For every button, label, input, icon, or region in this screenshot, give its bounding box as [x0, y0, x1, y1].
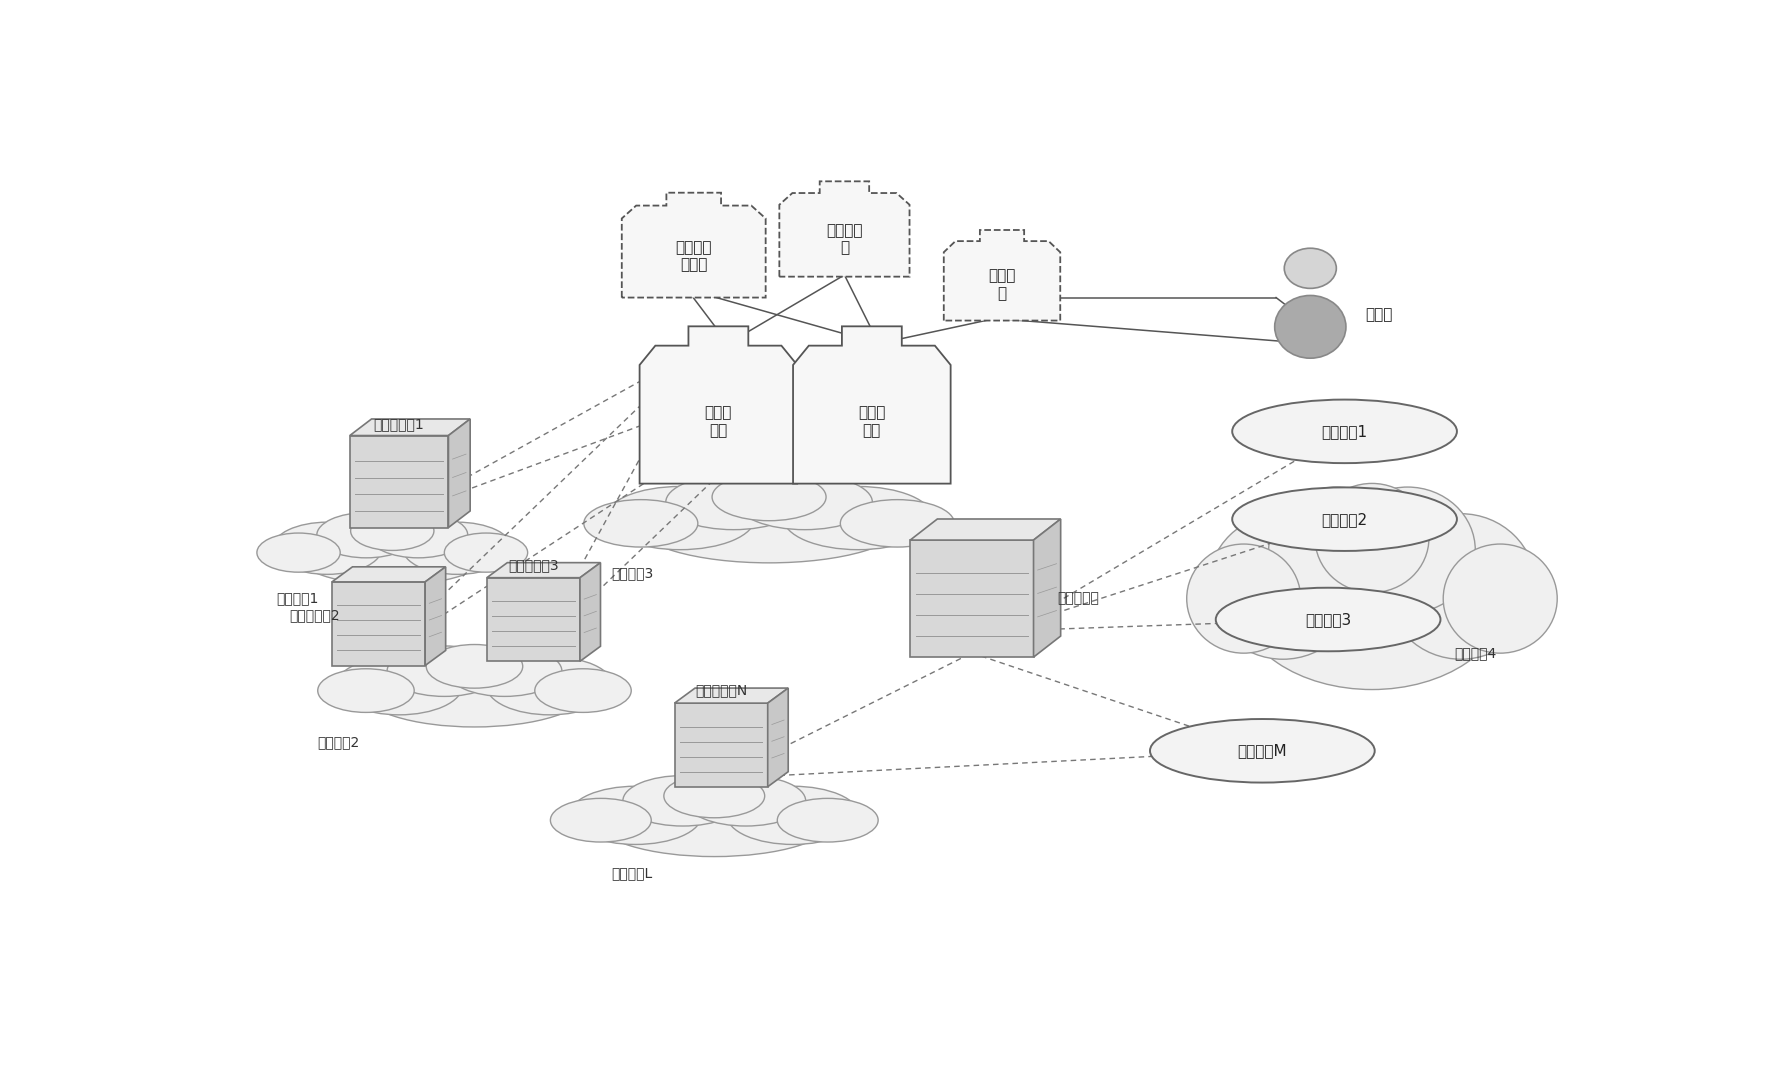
- Text: 云服务节点2: 云服务节点2: [290, 608, 339, 622]
- Polygon shape: [675, 689, 789, 703]
- Ellipse shape: [1315, 483, 1429, 593]
- Text: 监控结
果: 监控结 果: [988, 268, 1015, 301]
- Ellipse shape: [1275, 295, 1345, 358]
- Text: 云服务节点N: 云服务节点N: [695, 683, 748, 697]
- Ellipse shape: [778, 798, 879, 842]
- Ellipse shape: [550, 798, 651, 842]
- Text: 云提供商L: 云提供商L: [612, 866, 652, 880]
- Ellipse shape: [316, 513, 415, 558]
- Polygon shape: [794, 326, 951, 483]
- Ellipse shape: [596, 784, 833, 857]
- Ellipse shape: [569, 786, 702, 845]
- Text: 云提供商2: 云提供商2: [316, 735, 359, 749]
- Ellipse shape: [350, 512, 433, 551]
- Text: 云管理节点: 云管理节点: [1057, 592, 1098, 606]
- Ellipse shape: [667, 475, 801, 530]
- Text: 云提供商4: 云提供商4: [1455, 646, 1496, 660]
- Text: 云提供商1: 云提供商1: [276, 592, 318, 606]
- Text: 监控任务
表: 监控任务 表: [826, 223, 863, 255]
- Ellipse shape: [727, 786, 859, 845]
- FancyBboxPatch shape: [675, 703, 767, 786]
- Polygon shape: [911, 519, 1061, 540]
- Text: 云提供商3: 云提供商3: [612, 567, 654, 581]
- Ellipse shape: [1386, 514, 1536, 659]
- Ellipse shape: [486, 657, 613, 715]
- Ellipse shape: [256, 533, 339, 572]
- Polygon shape: [580, 563, 601, 661]
- Polygon shape: [767, 689, 789, 786]
- FancyBboxPatch shape: [486, 578, 580, 661]
- Polygon shape: [486, 563, 601, 578]
- FancyBboxPatch shape: [332, 582, 424, 666]
- Text: 监测节点2: 监测节点2: [1321, 512, 1368, 527]
- Polygon shape: [1034, 519, 1061, 657]
- Ellipse shape: [1149, 719, 1376, 783]
- Polygon shape: [332, 567, 446, 582]
- Ellipse shape: [403, 522, 513, 574]
- Ellipse shape: [426, 644, 523, 689]
- Ellipse shape: [444, 533, 527, 572]
- Text: 监测节点1: 监测节点1: [1321, 424, 1368, 439]
- Ellipse shape: [1443, 544, 1558, 653]
- Text: 监测节点3: 监测节点3: [1305, 613, 1351, 627]
- Ellipse shape: [622, 775, 743, 826]
- Ellipse shape: [534, 669, 631, 712]
- Ellipse shape: [663, 774, 766, 818]
- Ellipse shape: [1340, 487, 1475, 614]
- Ellipse shape: [635, 484, 903, 563]
- Ellipse shape: [1208, 514, 1358, 659]
- Ellipse shape: [1269, 487, 1404, 614]
- Polygon shape: [780, 181, 909, 277]
- Ellipse shape: [840, 500, 955, 547]
- Text: 从监控
节点: 从监控 节点: [705, 405, 732, 438]
- Ellipse shape: [318, 669, 414, 712]
- Ellipse shape: [1232, 488, 1457, 551]
- Ellipse shape: [1216, 588, 1441, 652]
- Text: 主监控
节点: 主监控 节点: [857, 405, 886, 438]
- FancyBboxPatch shape: [350, 435, 449, 528]
- Ellipse shape: [1238, 507, 1506, 690]
- Ellipse shape: [272, 522, 382, 574]
- Text: 云服务节点3: 云服务节点3: [507, 558, 559, 572]
- Ellipse shape: [361, 654, 587, 727]
- Ellipse shape: [713, 473, 826, 520]
- Polygon shape: [350, 419, 470, 435]
- Ellipse shape: [783, 487, 934, 550]
- Ellipse shape: [605, 487, 755, 550]
- Text: 监测节点M: 监测节点M: [1238, 743, 1287, 758]
- Ellipse shape: [447, 646, 562, 696]
- Polygon shape: [622, 192, 766, 298]
- Polygon shape: [944, 230, 1061, 320]
- Ellipse shape: [686, 775, 806, 826]
- Ellipse shape: [737, 475, 872, 530]
- Text: 云服务节点1: 云服务节点1: [373, 417, 424, 431]
- Polygon shape: [640, 326, 797, 483]
- Text: 管理员: 管理员: [1365, 306, 1393, 321]
- Text: 监测节点
状态表: 监测节点 状态表: [675, 240, 713, 273]
- Ellipse shape: [336, 657, 463, 715]
- Ellipse shape: [295, 520, 490, 585]
- Ellipse shape: [370, 513, 469, 558]
- Ellipse shape: [387, 646, 502, 696]
- Polygon shape: [424, 567, 446, 666]
- Ellipse shape: [1232, 400, 1457, 463]
- FancyBboxPatch shape: [911, 540, 1034, 657]
- Ellipse shape: [1186, 544, 1301, 653]
- Ellipse shape: [1284, 249, 1337, 289]
- Polygon shape: [449, 419, 470, 528]
- Ellipse shape: [583, 500, 698, 547]
